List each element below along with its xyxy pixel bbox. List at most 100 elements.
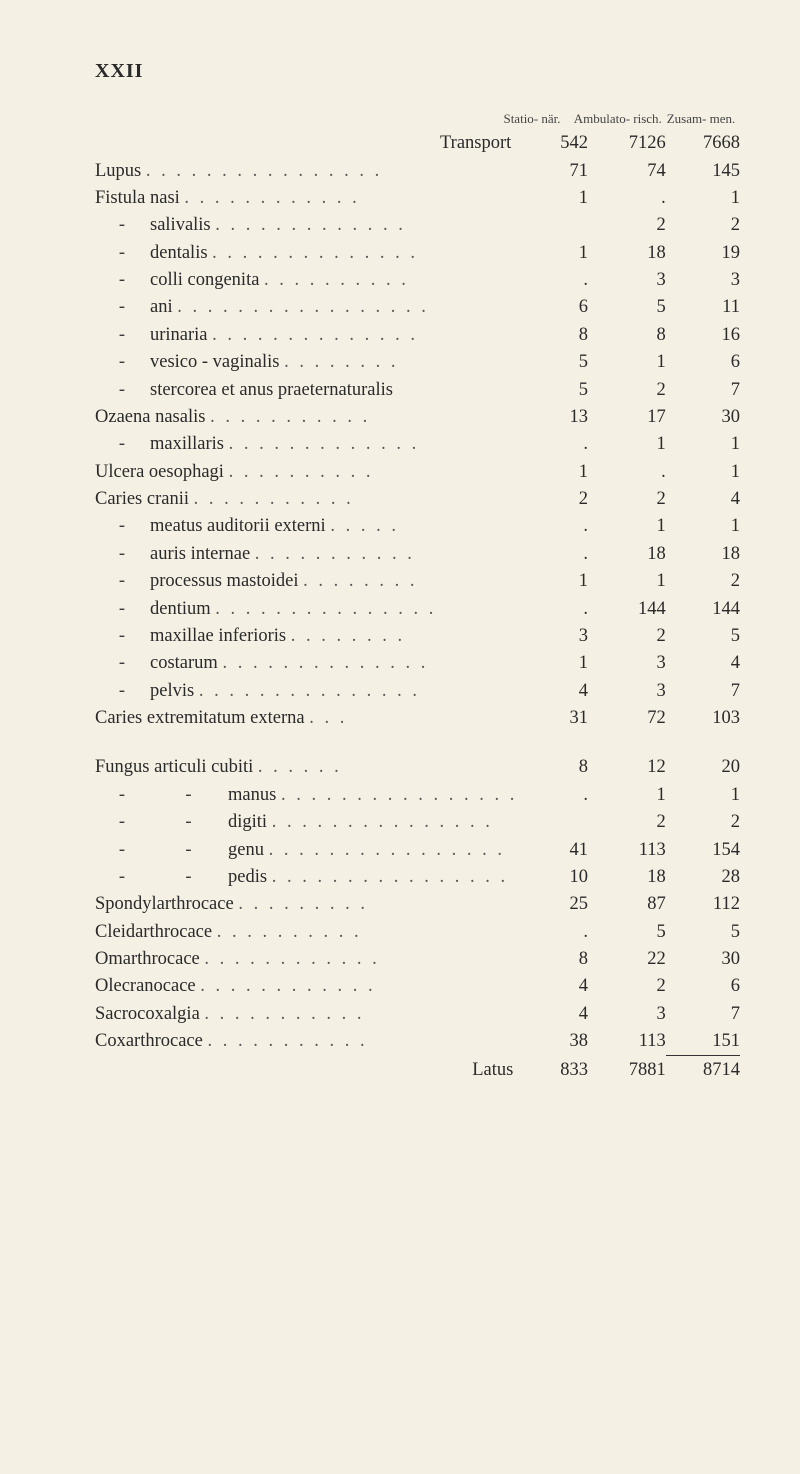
table-row: Spondylarthrocace . . . . . . . . .25871… [95, 891, 740, 918]
col-sum: 2 [666, 809, 740, 836]
table-row: -colli congenita . . . . . . . . . ..33 [95, 267, 740, 294]
col-sum: 20 [666, 754, 740, 781]
col-sum: 30 [666, 946, 740, 973]
col-static: . [517, 595, 588, 622]
col-ambulat: 2 [588, 486, 666, 513]
col-static [517, 212, 588, 239]
col-static: 8 [517, 322, 588, 349]
col-static: 542 [517, 130, 588, 157]
col-ambulat: 2 [588, 973, 666, 1000]
col-ambulat: 5 [588, 294, 666, 321]
col-sum: 7 [666, 1001, 740, 1028]
col-sum: 151 [666, 1028, 740, 1056]
page-number: XXII [95, 60, 740, 83]
col-ambulat: 1 [588, 349, 666, 376]
col-static: . [517, 513, 588, 540]
col-static: . [517, 267, 588, 294]
table-row: -pelvis . . . . . . . . . . . . . . .437 [95, 678, 740, 705]
row-label: -dentalis . . . . . . . . . . . . . . [95, 240, 517, 267]
col-static: 41 [517, 836, 588, 863]
table-row: -salivalis . . . . . . . . . . . . .22 [95, 212, 740, 239]
row-label: --manus . . . . . . . . . . . . . . . . [95, 782, 517, 809]
row-label: -maxillae inferioris . . . . . . . . [95, 623, 517, 650]
col-ambulat: 87 [588, 891, 666, 918]
col-static: 1 [517, 650, 588, 677]
col-sum: 1 [666, 185, 740, 212]
table-row: Olecranocace . . . . . . . . . . . .426 [95, 973, 740, 1000]
col-static: 8 [517, 946, 588, 973]
table-row: Coxarthrocace . . . . . . . . . . .38113… [95, 1028, 740, 1056]
col-sum: 112 [666, 891, 740, 918]
col-ambulat: . [588, 459, 666, 486]
col-sum: 1 [666, 513, 740, 540]
col-header-3: Zusam- men. [666, 111, 736, 127]
table-row: --pedis . . . . . . . . . . . . . . . .1… [95, 864, 740, 891]
row-label: -auris internae . . . . . . . . . . . [95, 541, 517, 568]
col-ambulat: 144 [588, 595, 666, 622]
table-row: Fistula nasi . . . . . . . . . . . .1.1 [95, 185, 740, 212]
col-ambulat: 3 [588, 650, 666, 677]
col-ambulat: 5 [588, 919, 666, 946]
col-sum: 5 [666, 919, 740, 946]
col-ambulat: 1 [588, 431, 666, 458]
row-label: Ulcera oesophagi . . . . . . . . . . [95, 459, 517, 486]
col-sum: 7 [666, 678, 740, 705]
row-label: --pedis . . . . . . . . . . . . . . . . [95, 864, 517, 891]
col-static: 71 [517, 157, 588, 184]
col-static: 5 [517, 349, 588, 376]
row-label: Caries extremitatum externa . . . [95, 705, 517, 732]
row-label: Omarthrocace . . . . . . . . . . . . [95, 946, 517, 973]
latus-row: Latus 833 7881 8714 [95, 1056, 740, 1084]
col-sum: 6 [666, 349, 740, 376]
col-ambulat: 2 [588, 376, 666, 403]
table-row: -maxillaris . . . . . . . . . . . . ..11 [95, 431, 740, 458]
row-label: -meatus auditorii externi . . . . . [95, 513, 517, 540]
col-ambulat: 113 [588, 1028, 666, 1056]
col-ambulat: 72 [588, 705, 666, 732]
col-ambulat: 18 [588, 541, 666, 568]
col-static: 10 [517, 864, 588, 891]
col-ambulat: 2 [588, 809, 666, 836]
col-static: . [517, 431, 588, 458]
table-row: -dentalis . . . . . . . . . . . . . .118… [95, 240, 740, 267]
row-label: Lupus . . . . . . . . . . . . . . . . [95, 157, 517, 184]
col-ambulat: 17 [588, 404, 666, 431]
table-row: -processus mastoidei . . . . . . . .112 [95, 568, 740, 595]
col-ambulat: 3 [588, 1001, 666, 1028]
col-static: 38 [517, 1028, 588, 1056]
table-row [95, 732, 740, 754]
col-static: 3 [517, 623, 588, 650]
latus-label: Latus [95, 1056, 517, 1084]
row-label: Sacrocoxalgia . . . . . . . . . . . [95, 1001, 517, 1028]
col-static: . [517, 919, 588, 946]
col-static: 1 [517, 568, 588, 595]
row-label: Coxarthrocace . . . . . . . . . . . [95, 1028, 517, 1056]
row-label: --genu . . . . . . . . . . . . . . . . [95, 836, 517, 863]
table-row: -stercorea et anus praeternaturalis527 [95, 376, 740, 403]
row-label: -stercorea et anus praeternaturalis [95, 376, 517, 403]
col-ambulat: 1 [588, 782, 666, 809]
table-row: Caries cranii . . . . . . . . . . .224 [95, 486, 740, 513]
col-static: 25 [517, 891, 588, 918]
col-static: 13 [517, 404, 588, 431]
row-label: -dentium . . . . . . . . . . . . . . . [95, 595, 517, 622]
table-row: -vesico - vaginalis . . . . . . . .516 [95, 349, 740, 376]
table-row: -auris internae . . . . . . . . . . ..18… [95, 541, 740, 568]
row-label: -maxillaris . . . . . . . . . . . . . [95, 431, 517, 458]
col-static: . [517, 782, 588, 809]
table-row: Ozaena nasalis . . . . . . . . . . .1317… [95, 404, 740, 431]
row-label: -vesico - vaginalis . . . . . . . . [95, 349, 517, 376]
col-sum: 2 [666, 212, 740, 239]
row-label: Cleidarthrocace . . . . . . . . . . [95, 919, 517, 946]
table-row: -meatus auditorii externi . . . . ..11 [95, 513, 740, 540]
col-static: 4 [517, 678, 588, 705]
col-ambulat: 3 [588, 267, 666, 294]
table-row: Transport54271267668 [95, 130, 740, 157]
table-row: Sacrocoxalgia . . . . . . . . . . .437 [95, 1001, 740, 1028]
col-ambulat: 7126 [588, 130, 666, 157]
col-static: 1 [517, 185, 588, 212]
table-row: Omarthrocace . . . . . . . . . . . .8223… [95, 946, 740, 973]
row-label: --digiti . . . . . . . . . . . . . . . [95, 809, 517, 836]
col-sum: 103 [666, 705, 740, 732]
table-row: -maxillae inferioris . . . . . . . .325 [95, 623, 740, 650]
